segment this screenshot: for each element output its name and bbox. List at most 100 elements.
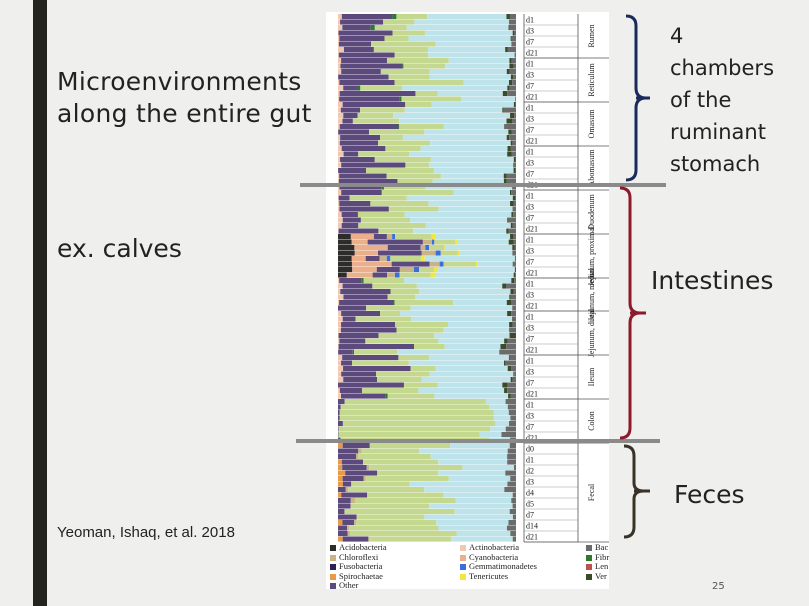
bar-segment (509, 69, 516, 75)
bar-segment (414, 267, 420, 273)
stomach-label-line: of the (670, 88, 732, 112)
bar-segment (435, 250, 441, 256)
bar-segment (440, 250, 458, 256)
bar-segment (512, 206, 516, 212)
bar-segment (338, 58, 342, 64)
bar-segment (434, 267, 438, 273)
bar-segment (341, 69, 381, 75)
group-label: Duodenum (587, 193, 596, 229)
bar-segment (376, 371, 430, 377)
bar-segment (512, 261, 516, 267)
bar-segment (338, 459, 342, 465)
bar-segment (444, 344, 501, 350)
bar-segment (342, 316, 356, 322)
bar-segment (338, 421, 343, 427)
feces-label: Feces (674, 480, 745, 509)
bar-segment (438, 338, 505, 344)
bar-segment (338, 333, 379, 339)
bar-segment (397, 179, 433, 185)
bar-segment (403, 63, 446, 69)
bar-segment (439, 261, 444, 267)
bar-segment (338, 432, 480, 438)
bar-segment (429, 162, 514, 168)
day-tick-label: d3 (526, 203, 534, 212)
bar-segment (457, 239, 509, 245)
bar-segment (342, 102, 406, 108)
bar-segment (367, 239, 423, 245)
bar-segment (429, 503, 513, 509)
day-tick-label: d1 (526, 313, 534, 322)
bar-segment (510, 531, 516, 537)
day-tick-label: d7 (526, 258, 534, 267)
bar-segment (506, 69, 510, 75)
bar-segment (352, 349, 355, 355)
bar-segment (338, 283, 343, 289)
bar-segment (343, 294, 388, 300)
bar-segment (514, 278, 516, 284)
bar-segment (509, 322, 513, 328)
bar-segment (360, 85, 402, 91)
bar-segment (368, 536, 452, 542)
bar-segment (424, 487, 505, 493)
bar-segment (429, 69, 507, 75)
bar-segment (512, 223, 516, 229)
bar-segment (512, 316, 514, 322)
bar-segment (338, 228, 379, 234)
day-tick-label: d5 (526, 500, 534, 509)
bar-segment (429, 245, 445, 251)
bar-segment (338, 492, 342, 498)
bar-segment (504, 388, 508, 394)
bar-segment (338, 294, 344, 300)
bar-segment (338, 344, 339, 350)
bar-segment (343, 47, 374, 53)
bar-segment (338, 366, 344, 372)
bar-segment (354, 245, 388, 251)
bar-segment (363, 278, 405, 284)
bar-segment (509, 509, 516, 515)
bar-segment (338, 96, 340, 102)
bar-segment (511, 311, 516, 317)
bar-segment (385, 146, 421, 152)
bar-segment (402, 63, 404, 69)
bar-segment (338, 338, 340, 344)
bar-segment (406, 25, 509, 31)
legend-label: Chloroflexi (339, 551, 379, 562)
bar-segment (347, 531, 350, 537)
bar-segment (351, 256, 366, 262)
bar-segment (370, 201, 429, 207)
bar-segment (339, 184, 382, 190)
bar-segment (354, 349, 398, 355)
bar-segment (512, 118, 516, 124)
bar-segment (448, 58, 510, 64)
bar-segment (415, 294, 510, 300)
bar-segment (506, 179, 516, 185)
bar-segment (445, 63, 510, 69)
bar-segment (510, 36, 512, 42)
legend-swatch (330, 583, 336, 590)
bar-segment (511, 366, 516, 372)
bar-segment (338, 91, 340, 97)
bar-segment (435, 234, 511, 240)
bar-segment (448, 476, 511, 482)
bar-segment (338, 327, 341, 333)
bar-segment (395, 322, 448, 328)
chart-legend: Acidobacteria Actinobacteria Bac Chloroflex… (330, 542, 609, 590)
legend-swatch (460, 545, 466, 552)
bar-segment (509, 63, 514, 69)
bar-segment (338, 300, 340, 306)
bar-segment (341, 162, 406, 168)
bar-segment (372, 272, 388, 278)
bar-segment (394, 272, 400, 278)
bar-segment (393, 113, 511, 119)
bar-segment (507, 404, 516, 410)
bar-segment (363, 476, 366, 482)
bar-segment (338, 360, 342, 366)
bar-segment (429, 371, 514, 377)
bar-segment (365, 256, 380, 262)
bar-segment (513, 157, 516, 163)
bar-segment (507, 382, 516, 388)
legend-label: Gemmatimonadetes (469, 561, 537, 571)
bar-segment (404, 278, 512, 284)
bar-segment (339, 338, 366, 344)
bar-segment (358, 223, 426, 229)
